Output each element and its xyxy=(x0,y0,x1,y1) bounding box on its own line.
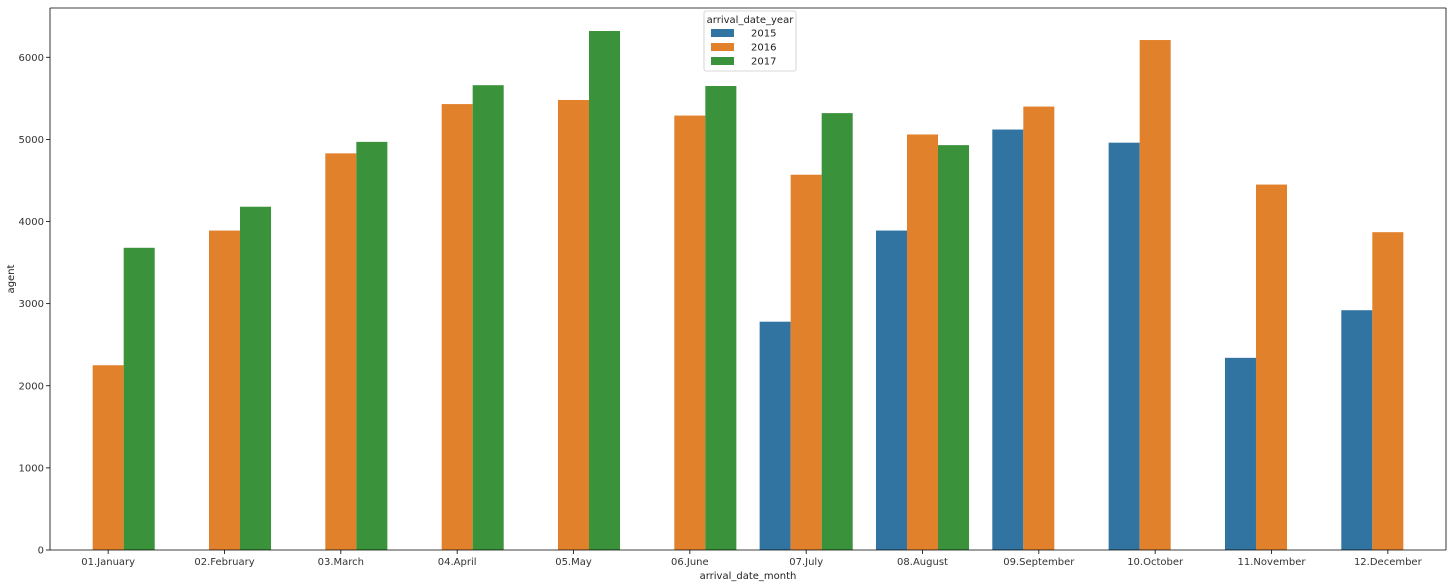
x-tick-label: 08.August xyxy=(897,557,948,568)
y-tick-label: 3000 xyxy=(19,299,44,310)
bar-2015-10.October xyxy=(1108,142,1140,550)
legend-label-2015: 2015 xyxy=(751,29,776,40)
y-tick-label: 6000 xyxy=(19,53,44,64)
x-tick-label: 12.December xyxy=(1354,557,1423,568)
bar-2015-08.August xyxy=(875,230,907,551)
bar-2017-08.August xyxy=(938,145,970,550)
bars-group xyxy=(92,30,1404,551)
x-ticks-group: 01.January 02.February 03.March 04.April 05.… xyxy=(81,550,1423,568)
legend-frame xyxy=(703,10,797,72)
legend-swatch-2016 xyxy=(711,43,734,51)
bar-2015-12.December xyxy=(1341,310,1373,550)
legend-swatch-2015 xyxy=(711,29,734,37)
y-tick-label: 0 xyxy=(38,546,44,557)
legend: arrival_date_year 2015 2016 2017 xyxy=(703,10,797,72)
bar-2016-05.May xyxy=(557,99,590,550)
bar-2017-06.June xyxy=(705,86,737,551)
bar-2016-10.October xyxy=(1139,40,1171,550)
bar-2016-08.August xyxy=(906,134,939,550)
legend-label-2016: 2016 xyxy=(751,43,776,54)
bar-2015-09.September xyxy=(992,129,1024,551)
legend-swatch-2017 xyxy=(711,57,734,65)
bar-2016-07.July xyxy=(790,174,822,550)
legend-title: arrival_date_year xyxy=(707,15,795,26)
x-tick-label: 09.September xyxy=(1003,557,1075,568)
x-tick-label: 03.March xyxy=(318,557,364,568)
x-tick-label: 07.July xyxy=(789,557,823,568)
y-tick-label: 4000 xyxy=(19,217,44,228)
bar-2017-01.January xyxy=(123,247,155,551)
bar-2016-06.June xyxy=(674,115,706,550)
bar-2016-11.November xyxy=(1255,184,1288,550)
y-ticks-group: 0 1000 2000 3000 4000 5000 6000 xyxy=(19,53,50,557)
x-tick-label: 10.October xyxy=(1127,557,1184,568)
x-tick-label: 02.February xyxy=(194,557,254,568)
bar-2015-11.November xyxy=(1224,357,1256,550)
bar-2016-09.September xyxy=(1023,106,1055,551)
x-axis-label: arrival_date_month xyxy=(700,571,797,582)
x-tick-label: 01.January xyxy=(81,557,135,568)
bar-2016-02.February xyxy=(208,230,241,551)
y-tick-label: 2000 xyxy=(19,381,44,392)
bar-2016-03.March xyxy=(325,153,357,550)
x-tick-label: 06.June xyxy=(671,557,709,568)
x-tick-label: 05.May xyxy=(555,557,592,568)
x-tick-label: 04.April xyxy=(438,557,477,568)
bar-2017-05.May xyxy=(589,30,621,551)
bar-2017-02.February xyxy=(240,206,272,551)
x-tick-label: 11.November xyxy=(1238,557,1307,568)
y-tick-label: 1000 xyxy=(19,463,44,474)
bar-2017-07.July xyxy=(821,113,853,551)
bar-2016-01.January xyxy=(92,365,124,550)
bar-2016-04.April xyxy=(441,104,473,550)
bar-2015-07.July xyxy=(759,321,791,550)
y-axis-label: agent xyxy=(6,264,17,293)
y-tick-label: 5000 xyxy=(19,135,44,146)
legend-label-2017: 2017 xyxy=(751,57,776,68)
legend-items: 2015 2016 2017 xyxy=(711,29,776,68)
bar-2017-04.April xyxy=(472,85,504,550)
bar-2017-03.March xyxy=(356,141,388,551)
bar-2016-12.December xyxy=(1372,232,1404,550)
